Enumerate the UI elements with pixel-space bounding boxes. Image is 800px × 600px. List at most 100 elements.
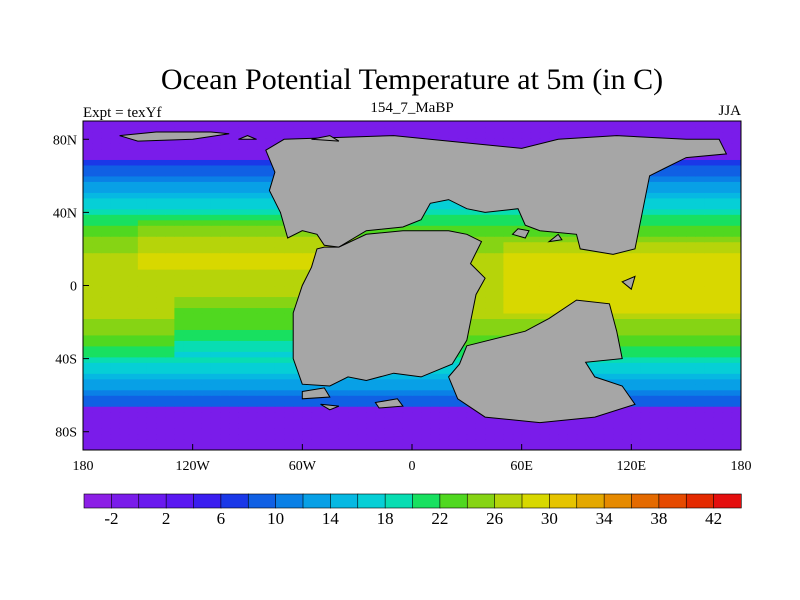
- field-cell: [146, 290, 157, 298]
- field-cell: [375, 121, 386, 128]
- field-cell: [220, 334, 230, 341]
- field-cell: [466, 340, 477, 347]
- field-cell: [274, 214, 285, 221]
- field-cell: [658, 400, 669, 407]
- field-cell: [667, 230, 678, 237]
- field-cell: [485, 428, 495, 435]
- field-cell: [165, 192, 175, 199]
- land-polygon: [311, 135, 340, 142]
- field-cell: [192, 439, 203, 446]
- field-cell: [201, 422, 212, 429]
- field-cell: [146, 395, 157, 402]
- field-cell: [183, 389, 194, 396]
- field-cell: [119, 323, 130, 330]
- field-cell: [247, 236, 258, 243]
- field-cell: [156, 280, 166, 287]
- field-cell: [722, 318, 733, 325]
- field-cell: [402, 384, 413, 391]
- field-cell: [704, 159, 715, 166]
- field-cell: [731, 236, 741, 243]
- field-cell: [210, 428, 221, 435]
- field-cell: [256, 280, 267, 287]
- field-cell: [165, 362, 175, 369]
- field-cell: [649, 378, 660, 385]
- field-cell: [192, 142, 203, 150]
- field-cell: [457, 417, 468, 424]
- field-cell: [393, 121, 404, 128]
- field-cell: [201, 395, 212, 402]
- field-cell: [110, 334, 121, 341]
- field-cell: [192, 356, 203, 363]
- field-cell: [92, 192, 102, 199]
- field-cell: [256, 307, 267, 314]
- field-cell: [713, 290, 724, 298]
- field-cell: [412, 411, 422, 418]
- field-cell: [156, 378, 166, 385]
- colorbar-label: 38: [650, 509, 667, 528]
- field-cell: [713, 175, 724, 182]
- field-cell: [137, 345, 148, 352]
- field-cell: [174, 373, 185, 380]
- field-cell: [220, 439, 230, 446]
- field-cell: [256, 323, 267, 330]
- field-cell: [521, 296, 532, 303]
- field-cell: [110, 203, 121, 210]
- field-cell: [640, 225, 651, 232]
- field-cell: [658, 214, 669, 221]
- field-cell: [284, 373, 294, 380]
- field-cell: [539, 312, 550, 319]
- field-cell: [494, 439, 504, 446]
- field-cell: [649, 225, 660, 232]
- field-cell: [128, 280, 139, 287]
- field-cell: [92, 230, 102, 237]
- field-cell: [457, 214, 468, 221]
- field-cell: [146, 439, 157, 446]
- field-cell: [603, 296, 614, 303]
- field-cell: [731, 142, 741, 150]
- field-cell: [677, 411, 687, 418]
- field-cell: [649, 181, 660, 188]
- field-cell: [475, 258, 486, 265]
- field-cell: [366, 433, 377, 440]
- field-cell: [247, 301, 258, 309]
- field-cell: [146, 444, 157, 450]
- field-cell: [677, 197, 687, 204]
- field-cell: [119, 444, 130, 450]
- field-cell: [494, 285, 504, 292]
- field-cell: [265, 214, 276, 221]
- field-cell: [485, 269, 495, 276]
- field-cell: [503, 236, 514, 243]
- field-cell: [521, 236, 532, 243]
- field-cell: [192, 148, 203, 155]
- field-cell: [265, 280, 276, 287]
- field-cell: [686, 384, 696, 391]
- experiment-label: Expt = texYf: [83, 105, 161, 121]
- field-cell: [585, 417, 596, 424]
- field-cell: [92, 373, 102, 380]
- field-cell: [238, 252, 249, 259]
- field-cell: [640, 417, 651, 424]
- field-cell: [320, 395, 331, 402]
- field-cell: [165, 307, 175, 314]
- field-cell: [220, 274, 230, 281]
- field-cell: [229, 329, 239, 336]
- field-cell: [256, 131, 267, 139]
- field-cell: [201, 367, 212, 374]
- field-cell: [265, 428, 276, 435]
- season-label: JJA: [718, 103, 741, 119]
- field-cell: [220, 170, 230, 177]
- field-cell: [539, 274, 550, 281]
- field-cell: [92, 301, 102, 309]
- field-cell: [210, 389, 221, 396]
- field-cell: [119, 153, 130, 160]
- colorbar-label: 6: [217, 509, 226, 528]
- field-cell: [137, 373, 148, 380]
- field-cell: [110, 230, 121, 237]
- field-cell: [348, 444, 358, 450]
- field-cell: [658, 192, 669, 199]
- field-cell: [576, 290, 587, 298]
- field-cell: [274, 252, 285, 259]
- field-cell: [567, 417, 578, 424]
- field-cell: [731, 433, 741, 440]
- field-cell: [338, 378, 349, 385]
